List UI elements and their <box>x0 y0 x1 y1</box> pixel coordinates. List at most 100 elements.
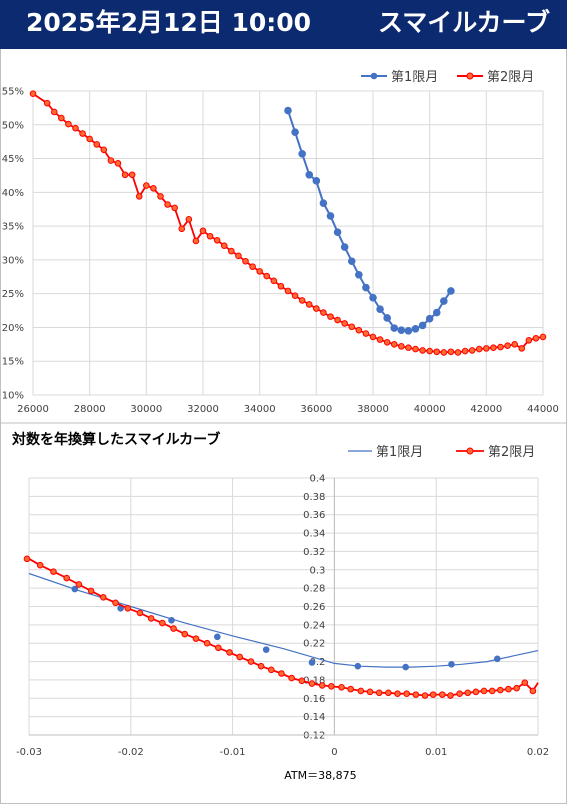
legend-label-series2: 第2限月 <box>488 445 535 460</box>
series2-point <box>236 653 244 661</box>
y-tick-label: 0.32 <box>303 547 325 558</box>
y-tick-label: 0.38 <box>303 492 325 503</box>
series2-point <box>226 649 233 656</box>
series2-point <box>50 108 58 116</box>
series2-point <box>369 333 377 341</box>
series2-point <box>513 684 520 692</box>
series2-point <box>249 263 256 270</box>
series1-point <box>333 228 342 236</box>
x-tick-label: 44000 <box>527 404 559 415</box>
y-tick-label: 25% <box>2 289 24 300</box>
series2-point <box>385 689 392 697</box>
series2-point <box>192 635 200 642</box>
series2-point <box>454 349 462 356</box>
series1-point <box>312 177 321 185</box>
series2-point <box>50 568 57 575</box>
series2-point <box>75 581 83 588</box>
series2-point <box>480 687 488 695</box>
y-tick-label: 20% <box>2 323 24 334</box>
series2-point <box>181 630 189 638</box>
series1-point <box>411 324 420 333</box>
series2-point <box>328 683 335 690</box>
legend-marker-series1 <box>370 72 378 80</box>
series2-point <box>100 594 107 601</box>
series1-point <box>214 633 221 641</box>
series2-point <box>203 639 211 647</box>
header-date: 2025年2月12日 10:00 <box>26 8 312 37</box>
series1-point <box>305 170 314 179</box>
smile-curve-chart: 10% 15% 20% 25% 30% 35% 40% 45% 50% 55% 26000 28000… <box>2 70 559 415</box>
series2-point <box>291 292 299 299</box>
legend-label-series1: 第1限月 <box>376 445 423 460</box>
series1-point <box>425 314 434 323</box>
y-tick-label: 0.4 <box>309 474 325 485</box>
series2-point <box>355 326 363 334</box>
x-tick-label: -0.01 <box>220 747 246 758</box>
series2-point <box>170 625 177 632</box>
series1-point <box>404 327 413 335</box>
series2-point <box>461 347 469 355</box>
y-tick-label: 0.34 <box>303 529 325 540</box>
series2-point <box>376 336 384 343</box>
series2-point <box>412 345 419 353</box>
x-tick-label: 0.02 <box>527 747 549 758</box>
y-tick-label: 0.2 <box>309 657 325 668</box>
series2-point <box>100 146 108 154</box>
series2-point <box>277 282 285 290</box>
y-tick-label: 15% <box>2 357 24 368</box>
series2-point <box>263 272 271 280</box>
series2-point <box>247 658 255 665</box>
series2-point <box>511 341 518 348</box>
series2-point <box>505 685 512 693</box>
series2-point <box>72 124 79 132</box>
series1-point <box>397 326 406 334</box>
series2-point <box>338 683 345 691</box>
series2-point <box>242 257 249 265</box>
series2-point <box>107 157 115 164</box>
x-tick-label: 32000 <box>187 404 219 415</box>
series2-point <box>121 171 129 179</box>
series1-point <box>447 287 455 295</box>
series2-point <box>87 587 95 595</box>
series1-point <box>390 324 399 332</box>
y-tick-label: 10% <box>2 391 24 402</box>
series2-point <box>215 644 222 652</box>
series2-point <box>403 690 410 697</box>
x-tick-label: 0.01 <box>425 747 447 758</box>
series2-point <box>327 313 334 320</box>
series1-point <box>383 314 391 322</box>
series2-point <box>284 287 292 295</box>
y-tick-label: 0.24 <box>303 620 325 631</box>
series1-point <box>402 663 409 671</box>
series2-point <box>475 345 483 353</box>
y-tick-label: 0.12 <box>303 731 325 742</box>
atm-label: ATM＝38,875 <box>284 769 356 782</box>
series2-point <box>213 236 221 244</box>
chart-title: 対数を年換算したスマイルカーブ <box>11 431 220 448</box>
y-tick-label: 55% <box>2 87 24 98</box>
series2-point <box>362 330 370 337</box>
x-tick-label: -0.03 <box>16 747 42 758</box>
y-tick-label: 0.22 <box>303 639 325 650</box>
series2-point <box>79 130 86 137</box>
series2-point <box>63 574 70 582</box>
legend-marker-series2 <box>466 447 474 455</box>
series2-point <box>185 216 193 223</box>
series2-point <box>383 339 391 346</box>
y-tick-label: 0.28 <box>303 584 325 595</box>
series2-point <box>278 670 285 677</box>
y-tick-label: 0.16 <box>303 694 325 705</box>
series2-point <box>521 679 529 686</box>
series2-point <box>313 305 320 312</box>
x-tick-label: 40000 <box>414 404 446 415</box>
series1-point <box>355 270 363 279</box>
series1-point <box>448 661 455 668</box>
series2-point <box>405 344 412 352</box>
y-tick-label: 0.3 <box>309 565 325 576</box>
series2-point <box>270 277 278 285</box>
series2-point <box>23 555 31 563</box>
series1-point <box>319 199 328 207</box>
series1-point <box>71 585 79 593</box>
x-tick-label: 26000 <box>17 404 49 415</box>
series1-point <box>262 646 270 653</box>
